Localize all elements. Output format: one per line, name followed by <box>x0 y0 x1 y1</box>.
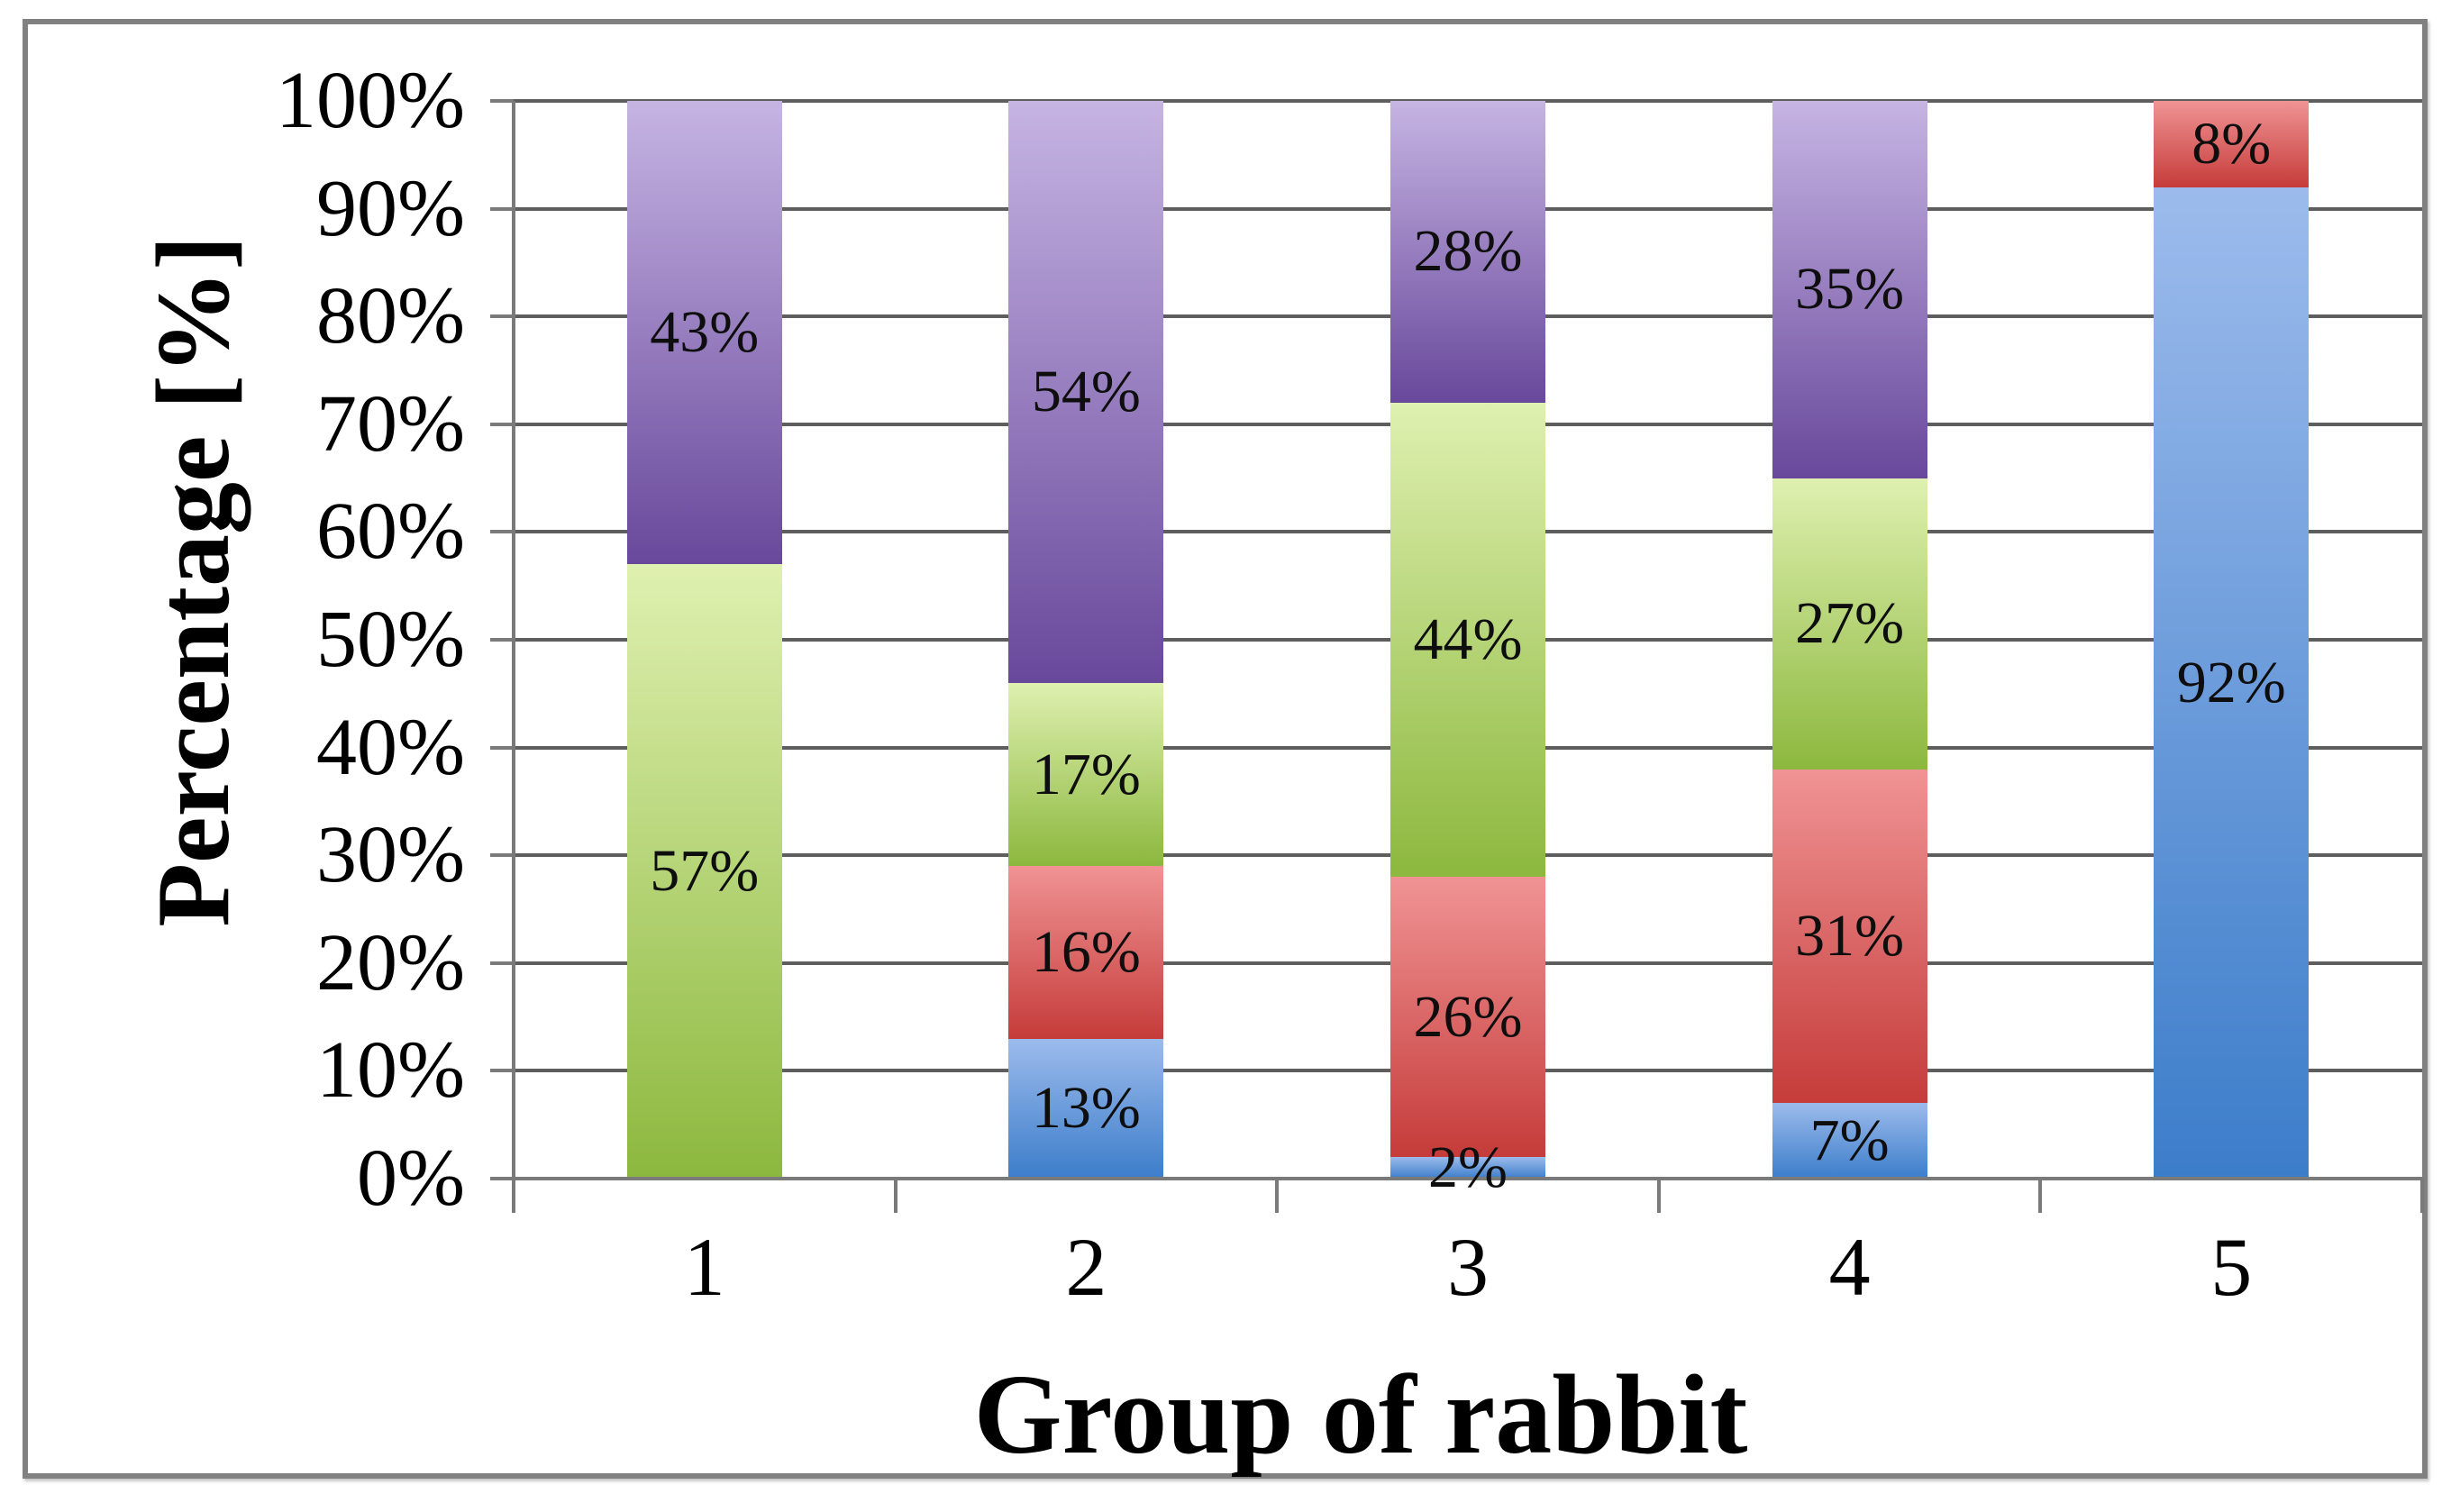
y-tick <box>490 530 514 534</box>
y-axis-line <box>512 101 515 1213</box>
y-tick <box>490 99 514 103</box>
bar-value-label: 7% <box>1809 1107 1890 1174</box>
y-tick <box>490 745 514 750</box>
y-tick-label: 40% <box>316 702 465 792</box>
bar-segment-red-series <box>1772 769 1927 1104</box>
bar-segment-blue-series <box>1008 1038 1164 1179</box>
bar-value-label: 92% <box>2176 649 2286 715</box>
x-tick-label: 2 <box>1065 1221 1107 1313</box>
x-tick-label: 3 <box>1447 1221 1489 1313</box>
x-tick-label: 5 <box>2210 1221 2253 1313</box>
bar-value-label: 16% <box>1031 918 1141 985</box>
bar-value-label: 27% <box>1795 590 1905 657</box>
x-tick <box>1275 1179 1280 1213</box>
bar-value-label: 2% <box>1428 1134 1508 1201</box>
bar-value-label: 17% <box>1031 741 1141 807</box>
bar-value-label: 44% <box>1413 606 1523 672</box>
y-tick <box>490 853 514 858</box>
bar-segment-purple-series <box>626 101 782 565</box>
bar-value-label: 35% <box>1795 256 1905 323</box>
y-tick <box>490 638 514 642</box>
bar-segment-green-series <box>1390 402 1545 878</box>
y-tick-label: 80% <box>316 271 465 361</box>
y-tick <box>490 422 514 426</box>
y-tick-label: 50% <box>316 595 465 684</box>
bar-segment-red-series <box>1008 866 1164 1039</box>
y-tick <box>490 1177 514 1180</box>
x-tick-label: 4 <box>1828 1221 1871 1313</box>
y-tick-label: 70% <box>316 378 465 469</box>
y-tick-label: 0% <box>357 1134 465 1223</box>
y-tick-label: 20% <box>316 917 465 1007</box>
x-axis-line <box>514 1177 2422 1180</box>
bar-value-label: 13% <box>1031 1075 1141 1142</box>
y-tick-label: 30% <box>316 810 465 900</box>
bar-segment-purple-series <box>1008 101 1164 683</box>
bar-segment-green-series <box>1772 478 1927 770</box>
bar-value-label: 26% <box>1413 983 1523 1050</box>
bar-value-label: 43% <box>650 299 760 366</box>
bar-segment-blue-series <box>1772 1103 1927 1179</box>
x-tick <box>893 1179 897 1213</box>
x-tick-label: 1 <box>683 1221 725 1313</box>
y-tick <box>490 314 514 319</box>
bar-segment-red-series <box>1390 877 1545 1158</box>
bar-value-label: 54% <box>1031 358 1141 424</box>
bar-segment-red-series <box>2154 101 2310 187</box>
bar-segment-blue-series <box>1390 1157 1545 1179</box>
x-tick <box>2420 1179 2424 1213</box>
bar-value-label: 8% <box>2191 110 2272 177</box>
bar-segment-blue-series <box>2154 187 2310 1179</box>
bar-value-label: 31% <box>1795 902 1905 969</box>
bar-segment-purple-series <box>1390 101 1545 403</box>
y-tick <box>490 1069 514 1073</box>
bar-segment-purple-series <box>1772 101 1927 478</box>
bar-value-label: 57% <box>650 838 760 905</box>
bar-value-label: 28% <box>1413 218 1523 285</box>
x-axis-title: Group of rabbit <box>973 1353 1748 1478</box>
x-tick <box>2038 1179 2043 1213</box>
y-tick-label: 100% <box>276 56 465 145</box>
y-axis-title: Percentage [%] <box>136 235 251 927</box>
x-tick <box>1656 1179 1661 1213</box>
y-tick-label: 10% <box>316 1025 465 1116</box>
bar-segment-green-series <box>626 564 782 1179</box>
y-tick <box>490 206 514 211</box>
y-tick-label: 60% <box>316 487 465 577</box>
y-tick-label: 90% <box>316 163 465 253</box>
bar-segment-green-series <box>1008 682 1164 867</box>
y-tick <box>490 961 514 965</box>
